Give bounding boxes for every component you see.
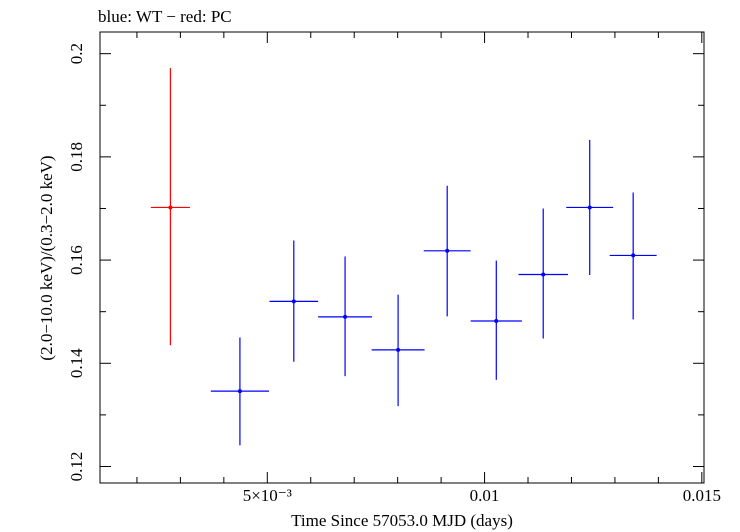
data-point (396, 347, 401, 352)
x-tick-label: 5×10⁻³ (243, 486, 292, 505)
data-point (168, 205, 173, 210)
y-tick-label: 0.12 (67, 452, 86, 482)
tick-group (100, 32, 704, 483)
y-tick-label: 0.14 (67, 348, 86, 378)
data-point (587, 205, 592, 210)
data-point (494, 318, 499, 323)
data-point (541, 272, 546, 277)
y-axis-title: (2.0−10.0 keV)/(0.3−2.0 keV) (37, 155, 56, 360)
series-wt (210, 139, 657, 446)
series-pc (150, 68, 190, 346)
data-point (631, 253, 636, 258)
x-axis-title: Time Since 57053.0 MJD (days) (291, 511, 513, 530)
data-point (291, 299, 296, 304)
y-tick-label: 0.16 (67, 245, 86, 275)
x-tick-label: 0.015 (683, 486, 721, 505)
data-point (343, 314, 348, 319)
chart-title: blue: WT − red: PC (98, 7, 232, 26)
tick-label-group: 5×10⁻³ 0.01 0.015 0.12 0.14 0.16 0.18 0.2 (67, 43, 721, 505)
x-tick-label: 0.01 (470, 486, 500, 505)
y-tick-label: 0.2 (67, 43, 86, 64)
data-point (237, 389, 242, 394)
data-marks (150, 68, 657, 446)
y-tick-label: 0.18 (67, 142, 86, 172)
plot-frame (99, 31, 705, 484)
data-point (445, 248, 450, 253)
